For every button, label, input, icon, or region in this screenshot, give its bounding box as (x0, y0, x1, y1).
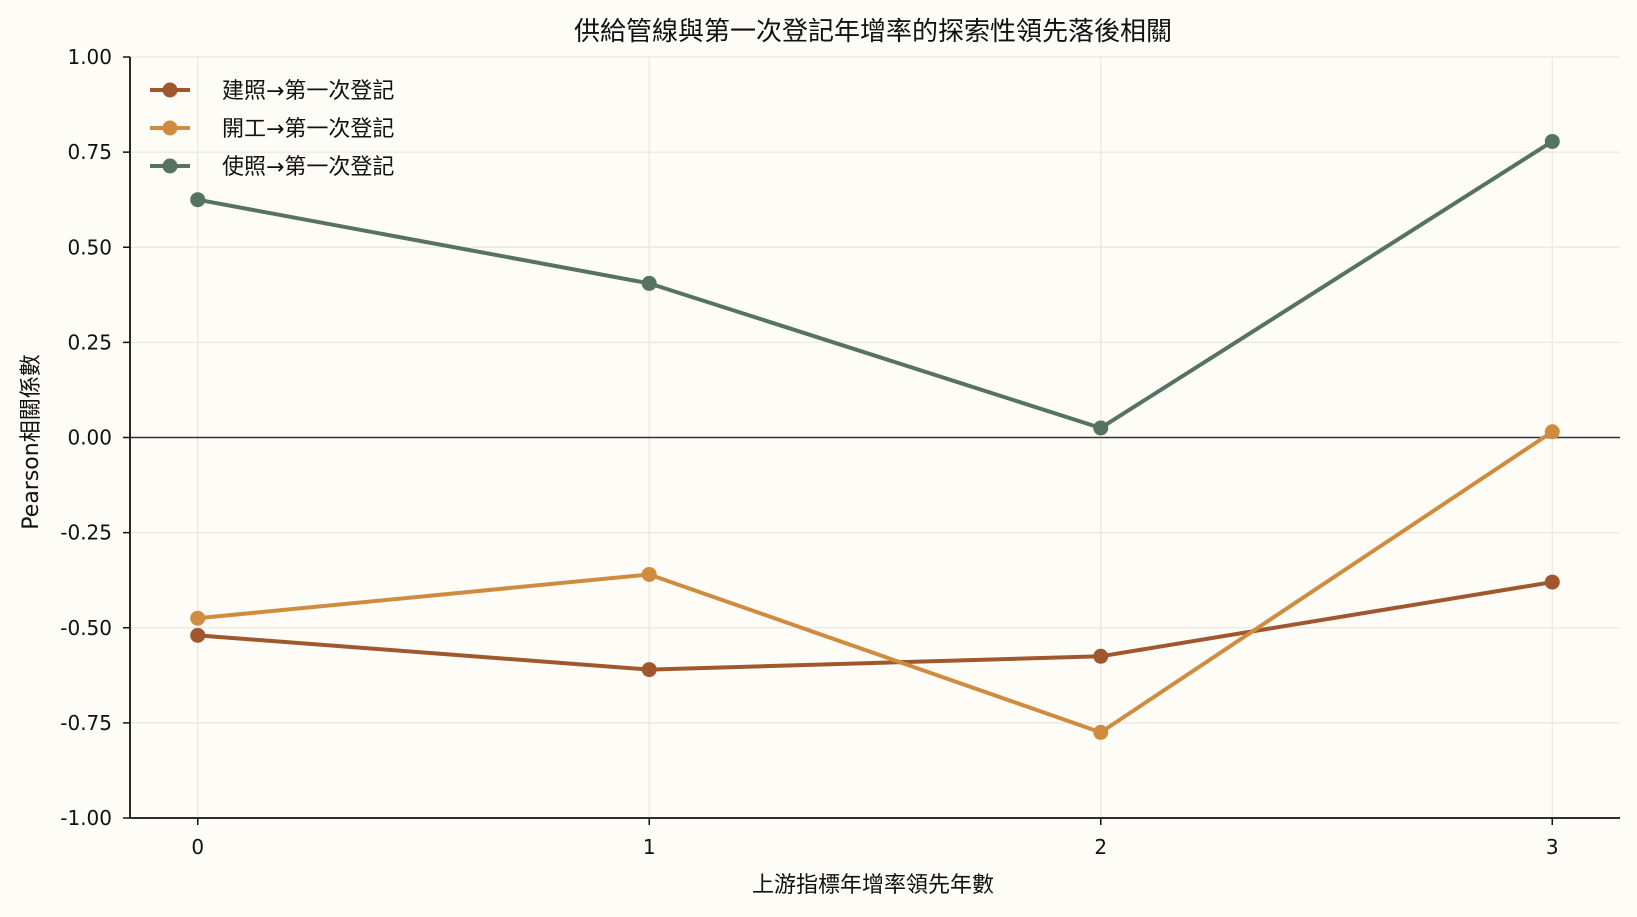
x-tick-label: 2 (1094, 835, 1107, 859)
data-point (641, 275, 657, 291)
series-line (195, 580, 1555, 672)
data-point (190, 627, 206, 643)
axes: -1.00 -0.75 -0.50 -0.25 0.00 0.25 0.50 0.75 1.00… (60, 45, 1620, 859)
series-line (195, 429, 1555, 735)
y-tick-label: -0.50 (60, 616, 112, 640)
y-tick-label: 1.00 (67, 45, 112, 69)
data-point (1093, 420, 1109, 436)
data-point (641, 566, 657, 582)
data-point (1544, 574, 1560, 590)
data-point (1093, 648, 1109, 664)
y-tick-label: -0.75 (60, 711, 112, 735)
series-lines (190, 133, 1560, 740)
y-tick-label: 0.25 (67, 330, 112, 354)
y-tick-label: 0.00 (67, 426, 112, 450)
series-group (190, 574, 1560, 678)
x-tick-label: 0 (191, 835, 204, 859)
series-group (190, 133, 1560, 436)
series-line (195, 139, 1555, 430)
data-point (1544, 424, 1560, 440)
x-tick-label: 1 (643, 835, 656, 859)
y-tick-label: -0.25 (60, 521, 112, 545)
y-tick-label: -1.00 (60, 806, 112, 830)
data-point (1093, 724, 1109, 740)
x-tick-label: 3 (1546, 835, 1559, 859)
legend-label: 建照→第一次登記 (222, 79, 394, 104)
x-axis-label: 上游指標年增率領先年數 (752, 873, 994, 898)
data-point (190, 192, 206, 208)
y-tick-label: 0.50 (67, 235, 112, 259)
y-axis-label: Pearson相關係數 (19, 354, 44, 529)
legend-marker (162, 120, 178, 136)
series-group (190, 424, 1560, 740)
legend-item: 開工→第一次登記 (150, 117, 394, 142)
data-point (190, 610, 206, 626)
y-tick-label: 0.75 (67, 140, 112, 164)
data-point (1544, 133, 1560, 149)
legend-marker (162, 158, 178, 174)
legend-marker (162, 82, 178, 98)
legend-label: 使照→第一次登記 (222, 155, 394, 180)
legend-item: 建照→第一次登記 (150, 79, 394, 104)
data-point (641, 662, 657, 678)
chart-title: 供給管線與第一次登記年增率的探索性領先落後相關 (574, 17, 1172, 47)
legend-item: 使照→第一次登記 (150, 155, 394, 180)
legend-label: 開工→第一次登記 (222, 117, 394, 142)
